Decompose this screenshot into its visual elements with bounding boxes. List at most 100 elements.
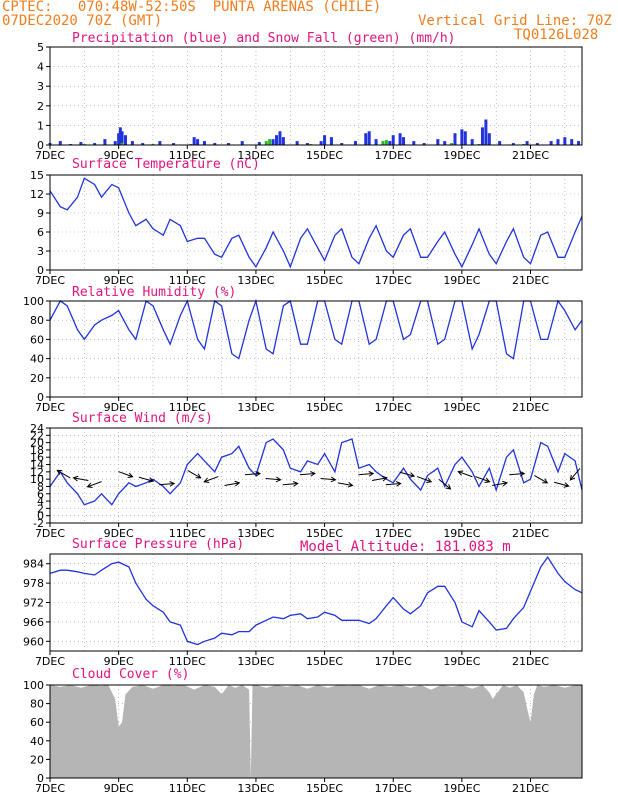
vertical-grid-label: Vertical Grid Line: 70Z — [418, 13, 612, 29]
panel-title: Cloud Cover (%) — [72, 667, 189, 682]
x-tick-label: 15DEC — [306, 274, 343, 287]
y-tick-label: 40 — [30, 353, 44, 366]
bar — [278, 131, 282, 145]
bar — [563, 137, 567, 145]
y-tick-label: 0 — [37, 264, 44, 277]
wind-arrow — [372, 475, 388, 482]
wind-arrow — [358, 471, 375, 477]
x-tick-label: 15DEC — [306, 527, 343, 540]
wind-arrow — [569, 468, 581, 481]
x-tick-label: 15DEC — [306, 401, 343, 414]
x-tick-label: 17DEC — [375, 401, 412, 414]
y-tick-label: 22 — [30, 429, 44, 442]
bar — [141, 143, 145, 145]
bar — [381, 141, 385, 145]
bar — [295, 141, 299, 145]
plot-frame — [49, 174, 583, 271]
x-tick-label: 21DEC — [512, 274, 549, 287]
bar — [412, 141, 416, 145]
panel-title: Surface Pressure (hPa) — [72, 537, 244, 552]
bar — [549, 141, 553, 145]
cloud-area — [50, 685, 582, 778]
wind-arrow — [203, 476, 219, 483]
x-tick-label: 17DEC — [375, 655, 412, 668]
bar — [398, 133, 402, 145]
x-tick-label: 9DEC — [104, 274, 134, 287]
bar — [384, 140, 388, 145]
panel-title: Surface Wind (m/s) — [72, 411, 213, 426]
wind-arrow — [337, 481, 354, 488]
series-line — [49, 177, 583, 269]
wind-arrow — [138, 476, 155, 483]
x-tick-label: 13DEC — [237, 149, 274, 162]
x-tick-label: 9DEC — [104, 782, 134, 795]
x-tick-label: 13DEC — [237, 401, 274, 414]
run-datetime: 07DEC2020 70Z (GMT) — [2, 13, 163, 29]
y-tick-label: 6 — [37, 488, 44, 501]
y-tick-label: 9 — [37, 207, 44, 220]
x-tick-label: 17DEC — [375, 149, 412, 162]
bar — [570, 139, 574, 145]
x-tick-label: 7DEC — [35, 655, 65, 668]
bar — [323, 135, 327, 145]
wind-arrow — [159, 481, 176, 487]
wind-arrow — [457, 470, 473, 478]
x-tick-label: 15DEC — [306, 655, 343, 668]
bar — [226, 143, 230, 145]
panel-5: Cloud Cover (%) 0 20 40 60 80 100 7DEC 9DEC 11DEC… — [23, 667, 583, 795]
x-tick-label: 9DEC — [104, 149, 134, 162]
bar — [79, 142, 83, 145]
y-tick-label: 15 — [30, 169, 44, 182]
bar — [202, 141, 206, 145]
wind-arrow — [320, 476, 337, 483]
y-tick-label: 4 — [37, 495, 44, 508]
x-tick-label: 9DEC — [104, 527, 134, 540]
x-tick-label: 21DEC — [512, 527, 549, 540]
bar — [275, 135, 279, 145]
bar — [374, 139, 378, 145]
bar — [480, 127, 484, 145]
x-tick-label: 7DEC — [35, 782, 65, 795]
bar — [281, 137, 285, 145]
bar — [388, 141, 392, 145]
wind-arrow — [187, 469, 202, 479]
bar — [460, 129, 464, 145]
bar — [93, 143, 97, 145]
y-tick-label: 978 — [23, 577, 44, 590]
y-tick-label: 6 — [37, 226, 44, 239]
x-tick-label: 9DEC — [104, 401, 134, 414]
bar — [268, 139, 272, 145]
bar — [511, 143, 515, 145]
y-tick-label: 60 — [30, 716, 44, 729]
series-line — [49, 556, 583, 646]
wind-arrow — [475, 476, 491, 483]
bar — [213, 143, 217, 145]
wind-arrow — [244, 471, 262, 477]
bar — [319, 141, 323, 145]
y-tick-label: 100 — [23, 295, 44, 308]
plot-frame — [49, 46, 583, 146]
bar — [120, 143, 124, 145]
y-tick-label: 5 — [37, 41, 44, 54]
wind-arrow — [554, 481, 570, 488]
bar — [535, 143, 539, 145]
panel-title: Surface Temperature (nC) — [72, 157, 260, 172]
y-tick-label: 18 — [30, 444, 44, 457]
bar — [329, 137, 333, 145]
x-tick-label: 19DEC — [443, 149, 480, 162]
y-tick-label: 0 — [37, 139, 44, 152]
y-tick-label: 100 — [23, 679, 44, 692]
plot-frame — [49, 553, 583, 652]
bar — [271, 139, 275, 145]
x-tick-label: 17DEC — [375, 527, 412, 540]
x-tick-label: 7DEC — [35, 274, 65, 287]
x-tick-label: 13DEC — [237, 655, 274, 668]
bar — [340, 143, 344, 145]
bar — [124, 135, 128, 145]
x-tick-label: 21DEC — [512, 655, 549, 668]
bar — [450, 143, 454, 145]
bar — [196, 139, 200, 145]
panel-0: Precipitation (blue) and Snow Fall (gree… — [35, 31, 583, 162]
wind-arrow — [385, 481, 402, 487]
